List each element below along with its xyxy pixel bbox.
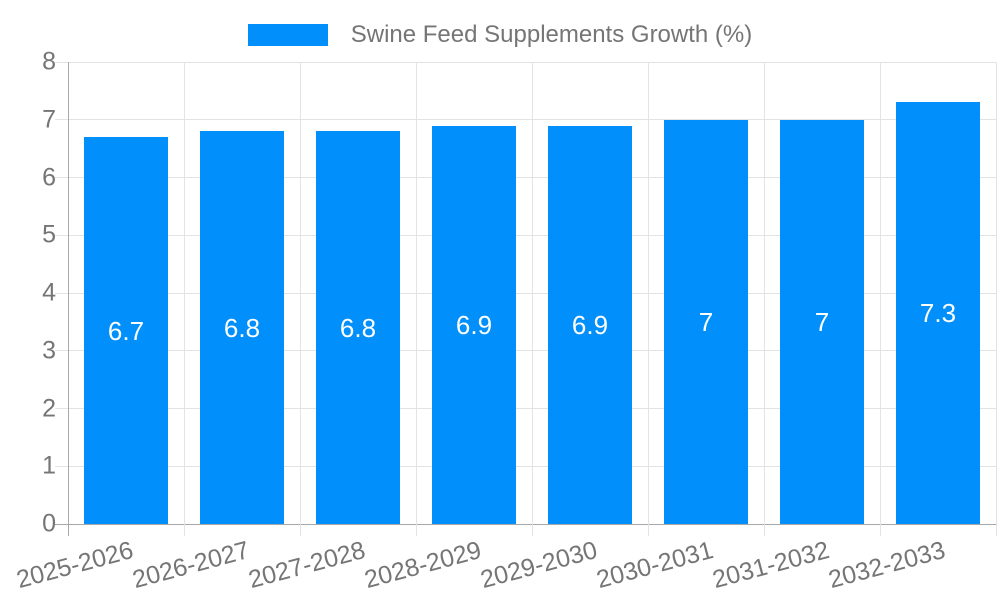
x-tick-label: 2029-2030 (477, 536, 601, 595)
bar-value-label: 6.8 (339, 312, 377, 343)
bar-value-label: 6.7 (107, 315, 145, 346)
y-tick-label: 3 (42, 336, 56, 365)
bar[interactable] (780, 119, 864, 524)
y-tick-label: 0 (42, 509, 56, 538)
x-gridline (995, 62, 997, 536)
x-tick-label: 2030-2031 (593, 536, 717, 595)
x-tick-label: 2025-2026 (13, 536, 137, 595)
y-tick-label: 2 (42, 394, 56, 422)
x-tick-label: 2031-2032 (709, 536, 833, 595)
bar-value-label: 6.8 (223, 312, 261, 343)
y-gridline (55, 350, 996, 352)
x-axis-line (55, 523, 996, 525)
bar-value-label: 7.3 (919, 298, 957, 329)
bar[interactable] (316, 131, 400, 524)
y-tick-label: 1 (42, 451, 56, 480)
y-tick-label: 7 (42, 105, 56, 134)
y-gridline (55, 234, 996, 236)
y-gridline (55, 465, 996, 467)
y-tick-label: 6 (42, 163, 56, 191)
bar-value-label: 7 (814, 306, 830, 337)
y-gridline (55, 177, 996, 178)
bar[interactable] (548, 125, 632, 524)
x-gridline (763, 62, 765, 536)
y-gridline (55, 408, 996, 409)
x-gridline (415, 62, 417, 536)
bar[interactable] (896, 102, 980, 524)
x-tick-label: 2032-2033 (825, 536, 949, 595)
x-tick-label: 2028-2029 (361, 536, 485, 595)
bar-value-label: 7 (698, 306, 714, 337)
bar[interactable] (664, 119, 748, 524)
bar[interactable] (84, 137, 168, 524)
x-gridline (879, 62, 881, 536)
x-gridline (647, 62, 649, 536)
y-axis-line (67, 62, 69, 536)
bar-value-label: 6.9 (455, 309, 493, 340)
bar[interactable] (432, 125, 516, 524)
x-gridline (183, 62, 185, 536)
y-tick-label: 8 (42, 47, 56, 76)
legend-marker-swatch[interactable] (247, 24, 328, 46)
y-tick-label: 4 (42, 278, 56, 307)
bar-value-label: 6.9 (571, 309, 609, 340)
bar[interactable] (200, 131, 284, 524)
chart-legend[interactable]: Swine Feed Supplements Growth (%) (0, 21, 1000, 49)
y-gridline (55, 292, 996, 294)
x-tick-label: 2026-2027 (129, 536, 253, 595)
x-tick-label: 2027-2028 (245, 536, 369, 595)
y-gridline (55, 61, 996, 63)
x-gridline (299, 62, 301, 536)
x-gridline (531, 62, 533, 536)
y-tick-label: 5 (42, 220, 56, 249)
legend-label: Swine Feed Supplements Growth (%) (350, 21, 753, 48)
y-gridline (55, 119, 996, 121)
